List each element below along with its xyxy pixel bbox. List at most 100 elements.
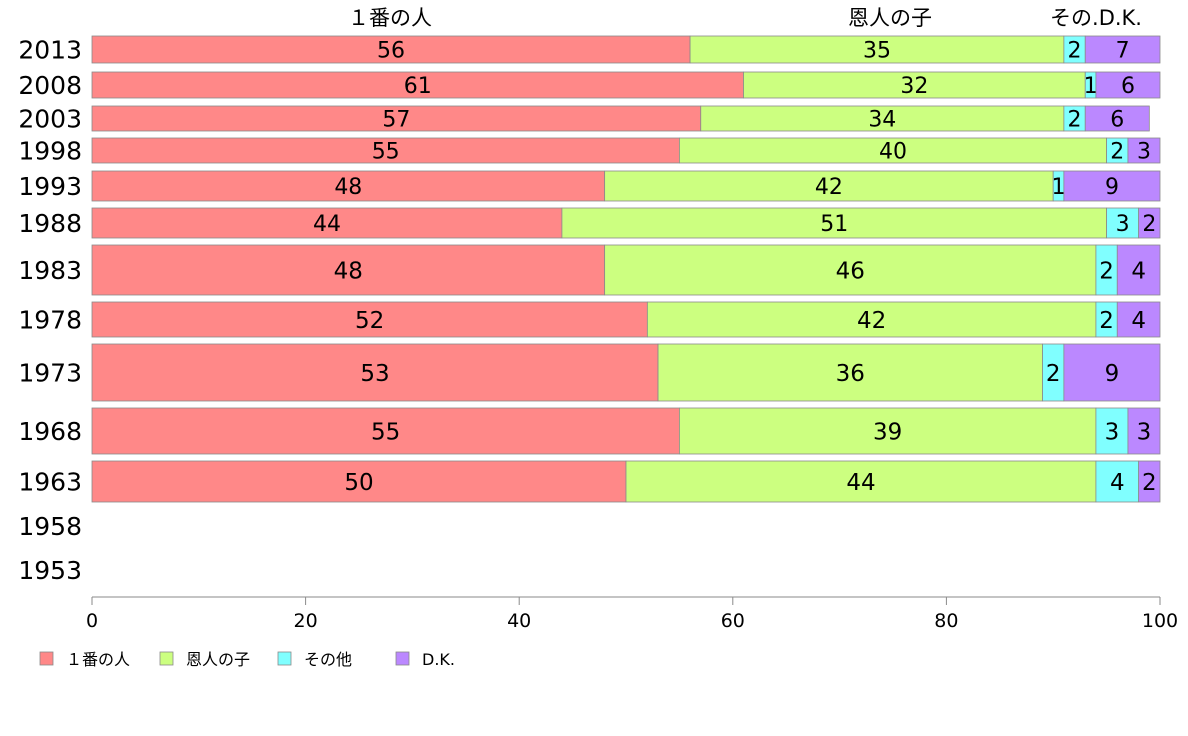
- legend: １番の人 恩人の子 その他 D.K.: [39, 650, 455, 669]
- bar-segment: [91, 207, 563, 239]
- bar-segment: [91, 35, 691, 64]
- x-tick-label: 20: [294, 610, 318, 632]
- year-label: 1963: [18, 468, 82, 497]
- bar-segment: [1084, 35, 1161, 64]
- bar-value-label: 2: [1099, 258, 1114, 284]
- bar-segment: [1138, 207, 1161, 239]
- bar-segment: [91, 343, 659, 402]
- bar-segment: [1138, 460, 1161, 503]
- bar-value-label: 2: [1142, 470, 1157, 496]
- bar-value-label: 51: [820, 212, 848, 237]
- bar-value-label: 55: [372, 139, 400, 164]
- legend-swatch: [277, 651, 292, 666]
- bar-value-label: 4: [1131, 308, 1146, 334]
- bars: 56 35 2 761 32 1 657 34 2 655 40 2 348 42 1 944 51 3 248 46…: [91, 35, 1161, 503]
- bar-segment: [561, 207, 1107, 239]
- bar-value-label: 4: [1110, 470, 1125, 496]
- bar-segment: [657, 343, 1043, 402]
- bar-value-label: 2: [1142, 212, 1156, 237]
- year-label: 1973: [18, 359, 82, 388]
- bar-value-label: 9: [1105, 175, 1119, 200]
- bar-value-label: 2: [1110, 139, 1124, 164]
- bar-value-label: 32: [900, 74, 928, 99]
- bar-segment: [91, 407, 680, 455]
- x-tick-label: 0: [86, 610, 98, 632]
- year-label: 1993: [18, 172, 82, 201]
- year-label: 1953: [18, 556, 82, 585]
- bar-value-label: 36: [836, 361, 865, 387]
- year-label: 1998: [18, 137, 82, 166]
- bar-segment: [646, 301, 1097, 338]
- bar-segment: [1127, 407, 1161, 455]
- bar-value-label: 42: [815, 175, 843, 200]
- bar-segment: [1095, 407, 1129, 455]
- bar-value-label: 57: [382, 107, 410, 132]
- bar-value-label: 2: [1068, 107, 1082, 132]
- bar-value-label: 35: [863, 38, 891, 63]
- bar-segment: [91, 301, 648, 338]
- bar-value-label: 4: [1131, 258, 1146, 284]
- bar-segment: [1127, 137, 1161, 164]
- bar-value-label: 2: [1068, 38, 1082, 63]
- bar-value-label: 50: [344, 470, 373, 496]
- legend-swatch: [159, 651, 174, 666]
- bar-segment: [689, 35, 1065, 64]
- year-label: 1978: [18, 306, 82, 335]
- bar-value-label: 34: [868, 107, 896, 132]
- bar-segment: [1106, 207, 1140, 239]
- year-label: 2003: [18, 105, 82, 134]
- bar-segment: [1116, 244, 1161, 296]
- bar-value-label: 1: [1084, 74, 1098, 99]
- x-tick-label: 60: [721, 610, 745, 632]
- x-axis: 0 20 40 60 80 100: [86, 596, 1178, 632]
- x-tick-label: 80: [934, 610, 958, 632]
- bar-segment: [679, 137, 1108, 164]
- year-labels: 2013 2008 2003 1998 1993 1988 1983 1978 1973 1968…: [18, 36, 82, 586]
- bar-value-label: 3: [1105, 419, 1120, 445]
- bar-value-label: 52: [355, 308, 384, 334]
- bar-segment: [625, 460, 1097, 503]
- bar-value-label: 53: [360, 361, 389, 387]
- legend-label: D.K.: [422, 650, 455, 669]
- bar-segment: [679, 407, 1097, 455]
- bar-segment: [91, 71, 744, 99]
- bar-value-label: 2: [1046, 361, 1061, 387]
- top-label: １番の人: [348, 6, 432, 30]
- bar-value-label: 7: [1116, 38, 1130, 63]
- bar-value-label: 48: [334, 258, 363, 284]
- bar-value-label: 55: [371, 419, 400, 445]
- legend-label: １番の人: [66, 650, 130, 669]
- bar-value-label: 9: [1105, 361, 1120, 387]
- top-labels: １番の人 恩人の子 その.D.K.: [348, 6, 1142, 30]
- bar-value-label: 40: [879, 139, 907, 164]
- bar-segment: [91, 460, 627, 503]
- legend-label: その他: [304, 650, 352, 669]
- bar-segment: [1063, 343, 1161, 402]
- bar-value-label: 1: [1052, 175, 1066, 200]
- bar-value-label: 6: [1121, 74, 1135, 99]
- bar-segment: [1084, 105, 1150, 132]
- legend-label: 恩人の子: [186, 650, 250, 669]
- year-label: 2008: [18, 71, 82, 100]
- legend-swatch: [39, 651, 54, 666]
- bar-segment: [91, 170, 606, 202]
- bar-segment: [1063, 170, 1161, 202]
- bar-value-label: 44: [846, 470, 875, 496]
- bar-value-label: 3: [1137, 139, 1151, 164]
- top-label: 恩人の子: [848, 6, 932, 30]
- bar-segment: [91, 105, 702, 132]
- bar-segment: [1095, 71, 1161, 99]
- bar-value-label: 46: [836, 258, 865, 284]
- bar-value-label: 3: [1137, 419, 1152, 445]
- year-label: 1958: [18, 512, 82, 541]
- bar-segment: [743, 71, 1086, 99]
- year-label: 1968: [18, 417, 82, 446]
- bar-value-label: 44: [313, 212, 341, 237]
- bar-segment: [604, 170, 1054, 202]
- bar-value-label: 39: [873, 419, 902, 445]
- bar-segment: [604, 244, 1097, 296]
- bar-value-label: 61: [404, 74, 432, 99]
- year-label: 1988: [18, 209, 82, 238]
- bar-segment: [91, 137, 680, 164]
